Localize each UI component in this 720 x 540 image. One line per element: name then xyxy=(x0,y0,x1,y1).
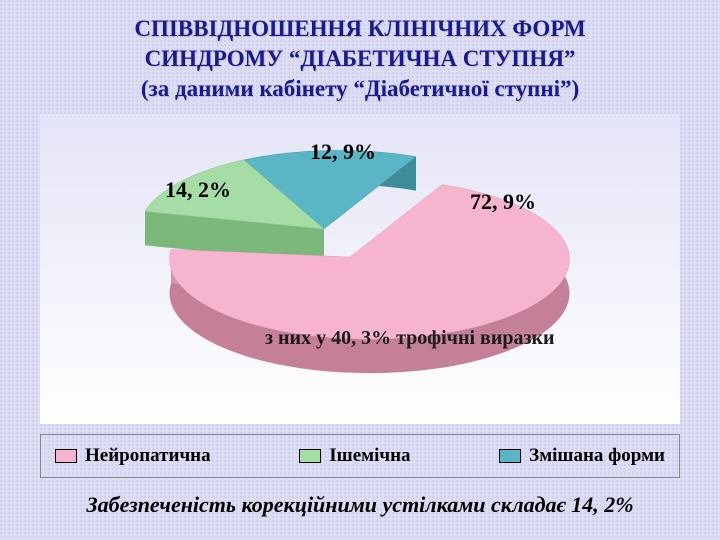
label-neuropathic: 72, 9% xyxy=(470,189,536,214)
label-mixed: 12, 9% xyxy=(310,139,376,164)
legend-swatch-ischemic xyxy=(299,449,321,463)
pie-chart-svg: 14, 2% 12, 9% 72, 9% з них у 40, 3% троф… xyxy=(40,114,680,424)
annotation-neuropathic: з них у 40, 3% трофічні виразки xyxy=(265,327,555,349)
footer-note: Забезпеченість корекційними устілками ск… xyxy=(30,492,690,518)
title-line-3: (за даними кабінету “Діабетичної ступні”… xyxy=(141,76,579,101)
legend-label-mixed: Змішана форми xyxy=(529,445,665,467)
slide-title: СПІВВІДНОШЕННЯ КЛІНІЧНИХ ФОРМ СИНДРОМУ “… xyxy=(30,14,690,104)
pie-chart: 14, 2% 12, 9% 72, 9% з них у 40, 3% троф… xyxy=(40,114,680,424)
legend-swatch-neuropathic xyxy=(55,449,77,463)
legend-item-mixed: Змішана форми xyxy=(499,445,665,467)
label-ischemic: 14, 2% xyxy=(165,177,231,202)
legend-item-ischemic: Ішемічна xyxy=(299,445,410,467)
legend-item-neuropathic: Нейропатична xyxy=(55,445,211,467)
legend-swatch-mixed xyxy=(499,449,521,463)
title-line-2: СИНДРОМУ “ДІАБЕТИЧНА СТУПНЯ” xyxy=(145,46,576,71)
slide-root: СПІВВІДНОШЕННЯ КЛІНІЧНИХ ФОРМ СИНДРОМУ “… xyxy=(0,0,720,540)
legend: Нейропатична Ішемічна Змішана форми xyxy=(40,434,680,478)
title-line-1: СПІВВІДНОШЕННЯ КЛІНІЧНИХ ФОРМ xyxy=(134,16,585,41)
legend-label-ischemic: Ішемічна xyxy=(329,445,410,467)
legend-label-neuropathic: Нейропатична xyxy=(85,445,211,467)
